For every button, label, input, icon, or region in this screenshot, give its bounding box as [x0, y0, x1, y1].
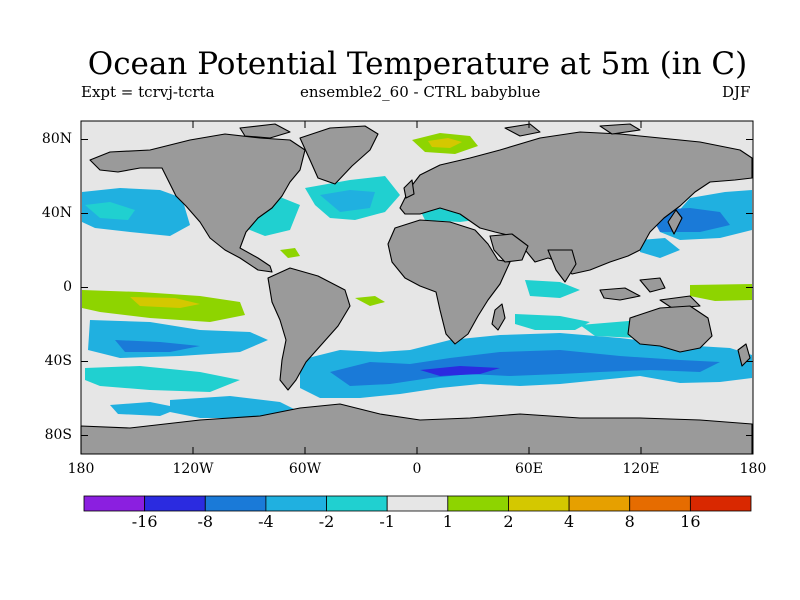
india-landmass [547, 249, 577, 283]
madagascar-landmass [491, 303, 506, 331]
colorbar-swatch [144, 495, 206, 512]
colorbar-swatch [568, 495, 631, 512]
latitude-label: 0 [63, 278, 72, 295]
japan-landmass [667, 209, 683, 235]
colorbar-swatch [629, 495, 691, 512]
anomaly-field [82, 133, 752, 418]
colorbar-label: 8 [624, 512, 635, 531]
ensemble-label: ensemble2_60 - CTRL babyblue [300, 83, 541, 101]
experiment-label: Expt = tcrvj-tcrta [81, 83, 215, 101]
new-zealand-landmass [737, 343, 751, 367]
colorbar-swatch [83, 495, 146, 512]
chart-title: Ocean Potential Temperature at 5m (in C) [87, 46, 748, 82]
map-panel [80, 120, 754, 455]
south-america-landmass [267, 267, 351, 391]
africa-landmass [387, 219, 511, 345]
colorbar-swatch [265, 495, 327, 512]
longitude-label: 60E [514, 461, 544, 477]
colorbar-label: -4 [258, 512, 274, 531]
latitude-label: 40S [44, 352, 72, 369]
colorbar-swatch [689, 495, 752, 512]
colorbar-swatch [204, 495, 267, 512]
colorbar [83, 495, 752, 512]
colorbar-label: -1 [379, 512, 395, 531]
colorbar-label: 1 [442, 512, 453, 531]
longitude-label: 0 [412, 461, 422, 477]
eurasia-landmass [399, 131, 753, 275]
colorbar-label: 4 [563, 512, 575, 531]
colorbar-label: 2 [503, 512, 514, 531]
longitude-label: 60W [288, 461, 322, 477]
colorbar-label: -8 [197, 512, 214, 531]
colorbar-label: -16 [131, 512, 158, 531]
colorbar-swatch [508, 495, 570, 512]
antarctica-landmass [80, 403, 753, 455]
longitude-label: 180 [739, 461, 767, 477]
colorbar-swatch [447, 495, 509, 512]
latitude-label: 40N [41, 204, 72, 221]
latitude-label: 80N [41, 130, 72, 147]
longitude-label: 180 [67, 461, 95, 477]
longitude-label: 120W [172, 461, 214, 477]
indonesia-landmass [599, 287, 641, 301]
latitude-label: 80S [44, 426, 72, 443]
colorbar-label: -2 [318, 512, 335, 531]
colorbar-swatch [386, 495, 449, 512]
axis-ticks [80, 121, 754, 454]
colorbar-label: 16 [680, 512, 701, 531]
australia-landmass [627, 305, 713, 353]
uk-landmass [403, 179, 415, 199]
season-label: DJF [722, 83, 751, 101]
greenland-landmass [299, 125, 379, 185]
land-masses [80, 123, 753, 455]
longitude-label: 120E [622, 461, 660, 477]
arabia-landmass [489, 233, 529, 263]
colorbar-swatch [326, 495, 388, 512]
